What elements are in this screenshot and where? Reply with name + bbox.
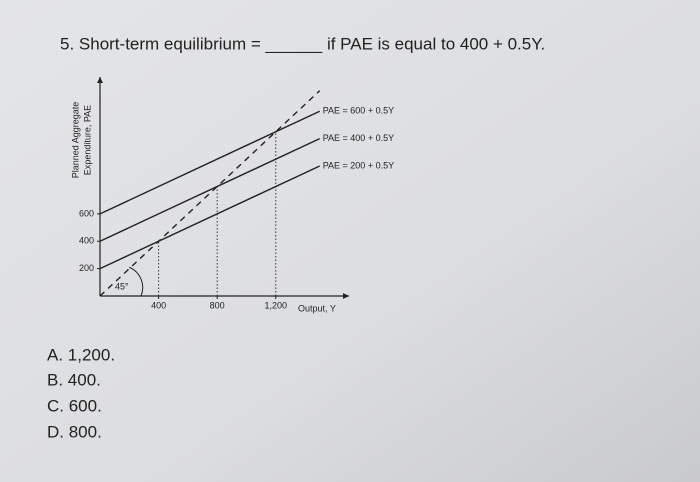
x-tick-label: 1,200 xyxy=(264,300,287,310)
y-axis-label: Planned Aggregate xyxy=(70,102,80,179)
option: B. 400. xyxy=(47,370,101,389)
option: D. 800. xyxy=(47,422,102,441)
y-tick-label: 200 xyxy=(79,263,94,273)
y-axis-label: Expenditure, PAE xyxy=(82,105,92,175)
angle-arc xyxy=(129,266,144,297)
x-tick-label: 400 xyxy=(151,300,166,310)
series-line xyxy=(99,165,321,270)
y-tick-label: 600 xyxy=(79,208,94,218)
series-line xyxy=(99,110,321,215)
series-label: PAE = 600 + 0.5Y xyxy=(323,106,394,116)
chart: 400 800 1,200 200 400 600 Output, Y Planned Agg… xyxy=(70,77,394,313)
x-axis-label: Output, Y xyxy=(298,303,336,313)
option: C. 600. xyxy=(47,396,102,415)
option: A. 1,200. xyxy=(47,345,115,364)
series-label: PAE = 400 + 0.5Y xyxy=(323,133,394,143)
arrow xyxy=(97,77,103,83)
series-label: PAE = 200 + 0.5Y xyxy=(323,160,394,170)
x-tick-label: 800 xyxy=(210,300,225,310)
series-line xyxy=(99,137,321,242)
annotation: 45° xyxy=(115,281,129,291)
question: 5. Short-term equilibrium = ______ if PA… xyxy=(60,34,545,53)
y-tick-label: 400 xyxy=(79,236,94,246)
arrow xyxy=(343,293,349,299)
